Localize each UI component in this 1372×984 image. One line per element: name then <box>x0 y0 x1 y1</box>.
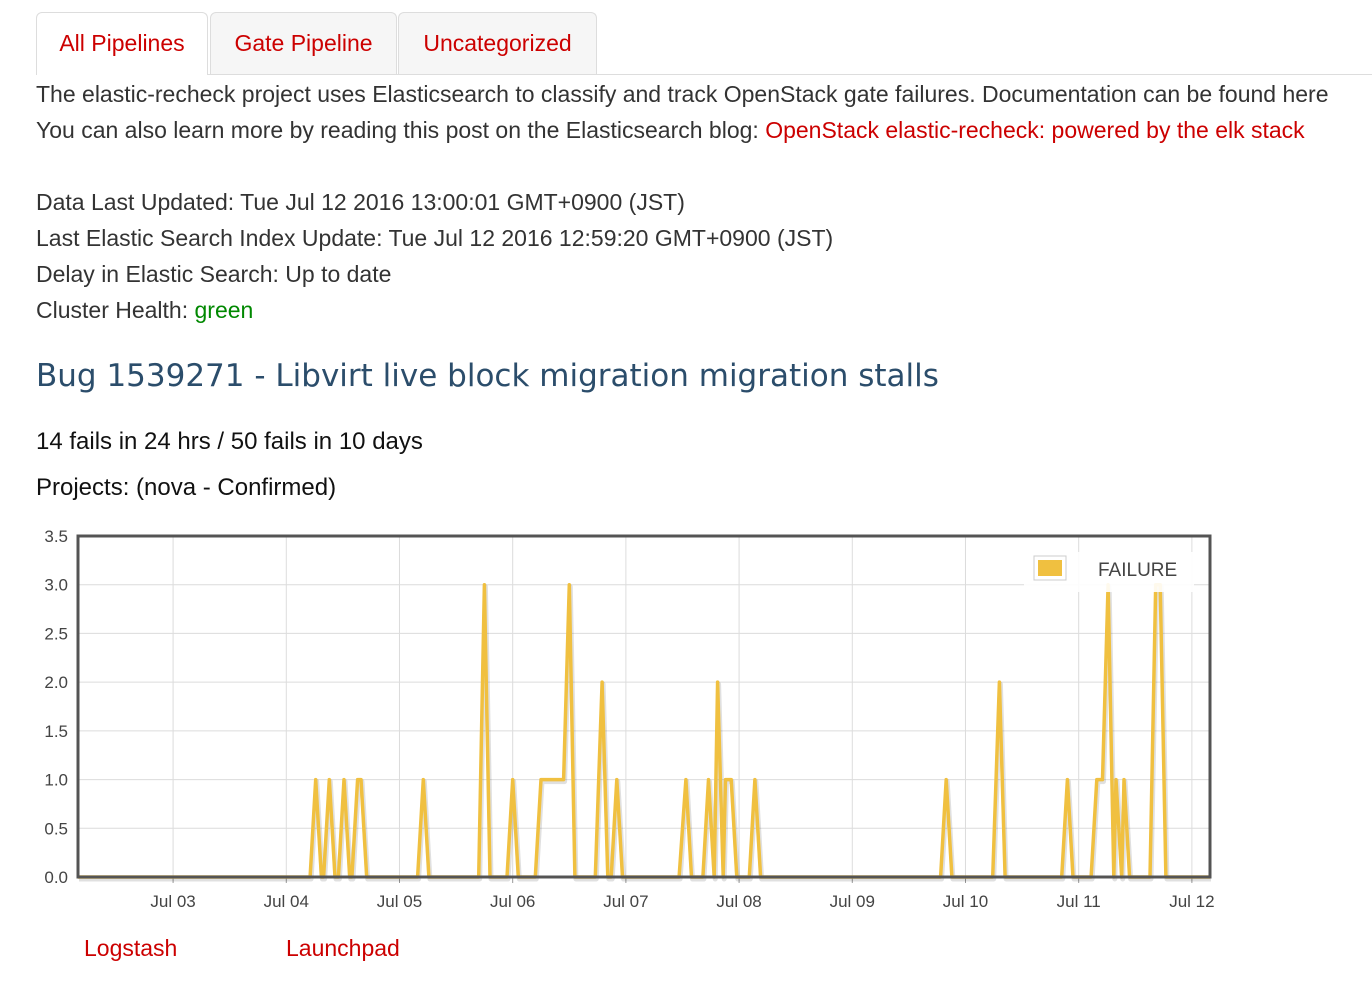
bug-projects: Projects: (nova - Confirmed) <box>36 474 337 501</box>
data-last-updated: Data Last Updated: Tue Jul 12 2016 13:00… <box>36 189 685 215</box>
y-tick-label: 1.5 <box>44 722 68 741</box>
intro-blog-text: You can also learn more by reading this … <box>36 117 766 143</box>
launchpad-link[interactable]: Launchpad <box>286 935 400 961</box>
cluster-health: Cluster Health: green <box>36 297 253 324</box>
y-tick-label: 2.0 <box>44 673 68 692</box>
elk-blog-link[interactable]: OpenStack elastic-recheck: powered by th… <box>765 117 1305 143</box>
x-tick-label: Jul 06 <box>490 892 535 911</box>
x-tick-label: Jul 08 <box>716 892 761 911</box>
y-tick-label: 1.0 <box>44 771 68 790</box>
failure-series-line <box>78 582 1210 879</box>
x-tick-label: Jul 04 <box>264 892 309 911</box>
x-tick-label: Jul 09 <box>830 892 875 911</box>
failure-series-shadow <box>79 584 1211 882</box>
fail-count: 14 fails in 24 hrs / 50 fails in 10 days <box>36 428 423 455</box>
logstash-link[interactable]: Logstash <box>84 935 178 961</box>
last-index-update: Last Elastic Search Index Update: Tue Ju… <box>36 225 834 251</box>
y-tick-label: 3.5 <box>44 527 68 546</box>
y-tick-label: 3.0 <box>44 576 68 595</box>
y-tick-label: 0.0 <box>44 868 68 887</box>
legend-label: FAILURE <box>1098 560 1177 581</box>
tab-all-pipelines[interactable]: All Pipelines <box>36 12 208 75</box>
x-tick-label: Jul 12 <box>1169 892 1214 911</box>
cluster-health-value: green <box>194 297 254 323</box>
intro-text: The elastic-recheck project uses Elastic… <box>36 81 1329 107</box>
x-tick-label: Jul 03 <box>150 892 195 911</box>
pipeline-tabs: All Pipelines Gate Pipeline Uncategorize… <box>36 12 1372 75</box>
x-tick-label: Jul 11 <box>1057 892 1101 911</box>
cluster-health-label: Cluster Health: <box>36 297 195 323</box>
x-tick-label: Jul 07 <box>603 892 648 911</box>
failure-chart: 0.0 0.5 1.0 1.5 2.0 2.5 3.0 3.5 Jul 03 Jul 04 Jul … <box>44 527 1214 911</box>
y-tick-label: 0.5 <box>44 819 68 838</box>
legend-swatch <box>1038 560 1062 576</box>
x-tick-label: Jul 10 <box>943 892 988 911</box>
elastic-delay: Delay in Elastic Search: Up to date <box>36 261 392 287</box>
x-tick-label: Jul 05 <box>377 892 422 911</box>
y-tick-label: 2.5 <box>44 624 68 643</box>
plot-frame <box>76 534 1212 879</box>
intro-blog-line: You can also learn more by reading this … <box>36 117 1305 144</box>
tab-gate-pipeline[interactable]: Gate Pipeline <box>210 12 397 74</box>
tab-uncategorized[interactable]: Uncategorized <box>398 12 597 74</box>
bug-title: Bug 1539271 - Libvirt live block migrati… <box>36 358 939 394</box>
